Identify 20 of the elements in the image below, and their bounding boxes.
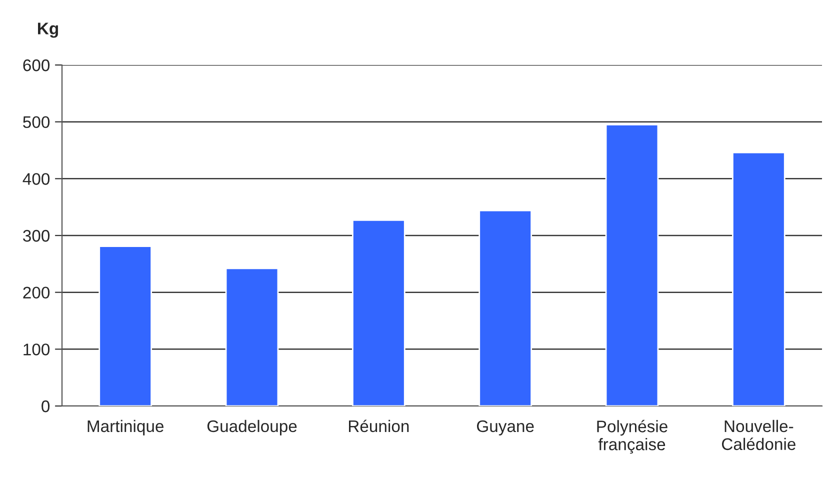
y-tick-label: 400 [22, 173, 50, 185]
bar [98, 246, 152, 406]
y-tick-label: 100 [24, 344, 50, 356]
y-axis-title: Kg [38, 22, 58, 38]
x-tick-label: Guyane [476, 420, 534, 436]
y-tick-label: 200 [23, 286, 50, 299]
y-tick-label: 600 [23, 59, 50, 72]
bar [478, 210, 532, 406]
x-tick-label: Martinique [88, 420, 164, 436]
y-tick-label: 500 [23, 116, 50, 128]
x-tick-label: Nouvelle- Calédonie [722, 420, 796, 450]
x-tick-label: Polynésie française [597, 420, 668, 454]
x-tick-label: Réunion [348, 420, 409, 432]
x-tick-label: Guadeloupe [207, 420, 297, 436]
y-tick-label: 300 [23, 230, 50, 242]
bar [732, 152, 786, 406]
y-tick-label: 0 [42, 400, 50, 412]
bar [605, 124, 659, 406]
bar [352, 219, 406, 406]
bar [225, 268, 279, 406]
